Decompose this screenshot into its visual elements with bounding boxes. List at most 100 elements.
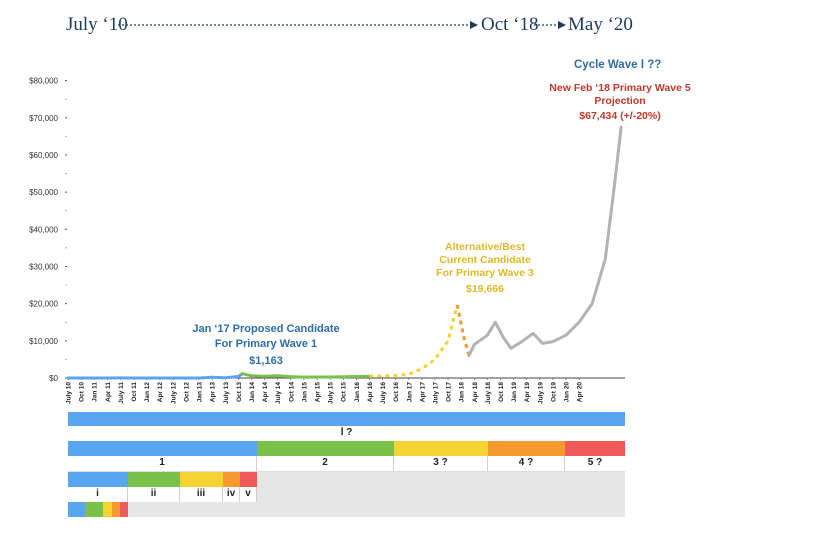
jan17-line1: Jan ‘17 Proposed Candidate — [192, 323, 340, 335]
x-tick-label: Oct 10 — [79, 382, 86, 402]
y-tick-label: $10,000 — [29, 337, 58, 346]
x-tick-label: Oct 19 — [550, 382, 557, 402]
primary-wave-bars — [68, 441, 625, 456]
minor-wave-v-label: v — [240, 487, 257, 502]
x-tick-label: July 17 — [432, 382, 439, 404]
y-tick-label: $30,000 — [29, 262, 58, 271]
primary-wave2-bar — [257, 441, 394, 456]
x-tick-label: Apr 20 — [577, 382, 584, 403]
x-tick-label: July 10 — [66, 382, 73, 404]
cycle-wave-row-label: Ⅰ ? — [340, 427, 353, 438]
x-tick-label: July 14 — [275, 382, 282, 404]
alternative-wave3-annotation: Alternative/Best Current Candidate For P… — [425, 241, 545, 296]
subminor-5-bar — [120, 502, 128, 517]
minor-wave-bars — [68, 472, 625, 487]
timeline-arrows — [118, 21, 566, 29]
minor-wave-i-bar — [68, 472, 128, 487]
y-tick-label: $70,000 — [29, 114, 58, 123]
cycle-wave-bar — [68, 412, 625, 426]
y-minor-tick — [65, 210, 67, 212]
x-tick-label: Jan 19 — [511, 382, 518, 403]
subminor-1-bar — [68, 502, 73, 517]
y-minor-tick — [65, 135, 67, 137]
y-minor-tick — [65, 284, 67, 286]
x-tick-label: July 13 — [223, 382, 230, 404]
cycle-wave-color — [68, 412, 625, 426]
y-minor-tick — [65, 172, 67, 175]
y-tick-label: $60,000 — [29, 151, 58, 160]
jan17-value: $1,163 — [249, 355, 283, 367]
x-tick-label: July 19 — [537, 382, 544, 404]
cycle-wave-label-row: Ⅰ ? — [68, 426, 625, 442]
primary-wave4-label: 4 ? — [488, 456, 565, 471]
series-line-1 — [66, 372, 244, 380]
minor-wave-iv-bar — [223, 472, 240, 487]
minor-wave-ii-label: ii — [128, 487, 180, 502]
primary-wave1-label: 1 — [68, 456, 257, 471]
subminor-3-bar — [103, 502, 112, 517]
primary-wave5-annotation: New Feb ‘18 Primary Wave 5 Projection $6… — [540, 82, 700, 123]
timeline-mid-label: Oct ‘18 — [481, 14, 539, 35]
primary-wave5-label: 5 ? — [587, 457, 603, 468]
x-tick-label: Apr 17 — [419, 382, 426, 403]
x-tick-label: Apr 15 — [315, 382, 322, 403]
alt-line3: For Primary Wave 3 — [436, 267, 534, 279]
series-line-2 — [240, 372, 371, 379]
subminor-4-bar — [112, 502, 120, 517]
y-tick-label: $20,000 — [29, 300, 58, 309]
y-minor-tick — [65, 358, 67, 361]
x-tick-label: Jan 11 — [92, 382, 99, 402]
x-tick-label: Apr 19 — [524, 382, 531, 403]
primary-wave5-value: $67,434 (+/-20%) — [579, 110, 661, 122]
x-tick-label: Apr 18 — [472, 382, 479, 403]
x-tick-label: Jan 12 — [144, 382, 151, 403]
x-tick-label: Oct 13 — [236, 382, 243, 402]
x-tick-label: Apr 16 — [367, 382, 374, 403]
y-tick-label: $0 — [49, 374, 58, 383]
cycle-wave-label: Cycle Wave Ⅰ ?? — [574, 59, 662, 71]
y-minor-tick — [65, 247, 67, 249]
series-line-5 — [467, 125, 623, 358]
minor-wave-iv-label: iv — [223, 487, 240, 502]
primary-wave5-line1: New Feb ‘18 Primary Wave 5 — [549, 82, 691, 94]
x-tick-label: Jan 16 — [354, 382, 361, 403]
x-tick-label: Apr 12 — [157, 382, 164, 403]
primary-wave5-bar — [565, 441, 625, 456]
minor-wave-v-bar — [240, 472, 257, 487]
subminor-wave-bars — [68, 502, 625, 517]
x-tick-label: July 15 — [328, 382, 335, 404]
jan17-wave1-annotation: Jan ‘17 Proposed Candidate For Primary W… — [186, 322, 346, 369]
series-line-4 — [455, 304, 471, 357]
primary-wave1-bar — [68, 441, 257, 456]
minor-wave-i-label: i — [68, 487, 128, 502]
x-tick-label: Jan 14 — [249, 382, 256, 403]
x-tick-label: Oct 14 — [288, 382, 295, 402]
x-tick-label: Apr 14 — [262, 382, 269, 403]
y-tick-label: $40,000 — [29, 225, 58, 234]
primary-wave3-bar — [394, 441, 488, 456]
primary-wave2-label: 2 — [257, 456, 394, 471]
y-tick-label: $80,000 — [29, 77, 58, 86]
subminor-1b-bar — [73, 502, 85, 517]
x-tick-label: Oct 16 — [393, 382, 400, 402]
x-tick-label: July 16 — [380, 382, 387, 404]
x-tick-label: Oct 15 — [341, 382, 348, 402]
x-tick-label: Jan 13 — [197, 382, 204, 403]
alt-line2: Current Candidate — [439, 254, 531, 266]
primary-wave-labels: 1 2 3 ? 4 ? 5 ? — [68, 456, 625, 472]
x-tick-label: Apr 11 — [105, 382, 112, 402]
y-minor-tick — [65, 98, 67, 100]
x-tick-label: Oct 11 — [131, 382, 138, 402]
minor-wave-labels: i ii iii iv v — [68, 487, 625, 502]
subminor-2-bar — [85, 502, 103, 517]
x-tick-label: Jan 17 — [406, 382, 413, 403]
y-tick-label: $50,000 — [29, 188, 58, 197]
minor-wave-iii-bar — [180, 472, 223, 487]
x-tick-label: July 11 — [118, 382, 125, 404]
minor-wave-ii-bar — [128, 472, 180, 487]
alt-value: $19,666 — [466, 283, 504, 295]
alt-line1: Alternative/Best — [445, 241, 525, 253]
x-tick-label: July 12 — [170, 382, 177, 404]
series-line-3 — [369, 304, 459, 378]
